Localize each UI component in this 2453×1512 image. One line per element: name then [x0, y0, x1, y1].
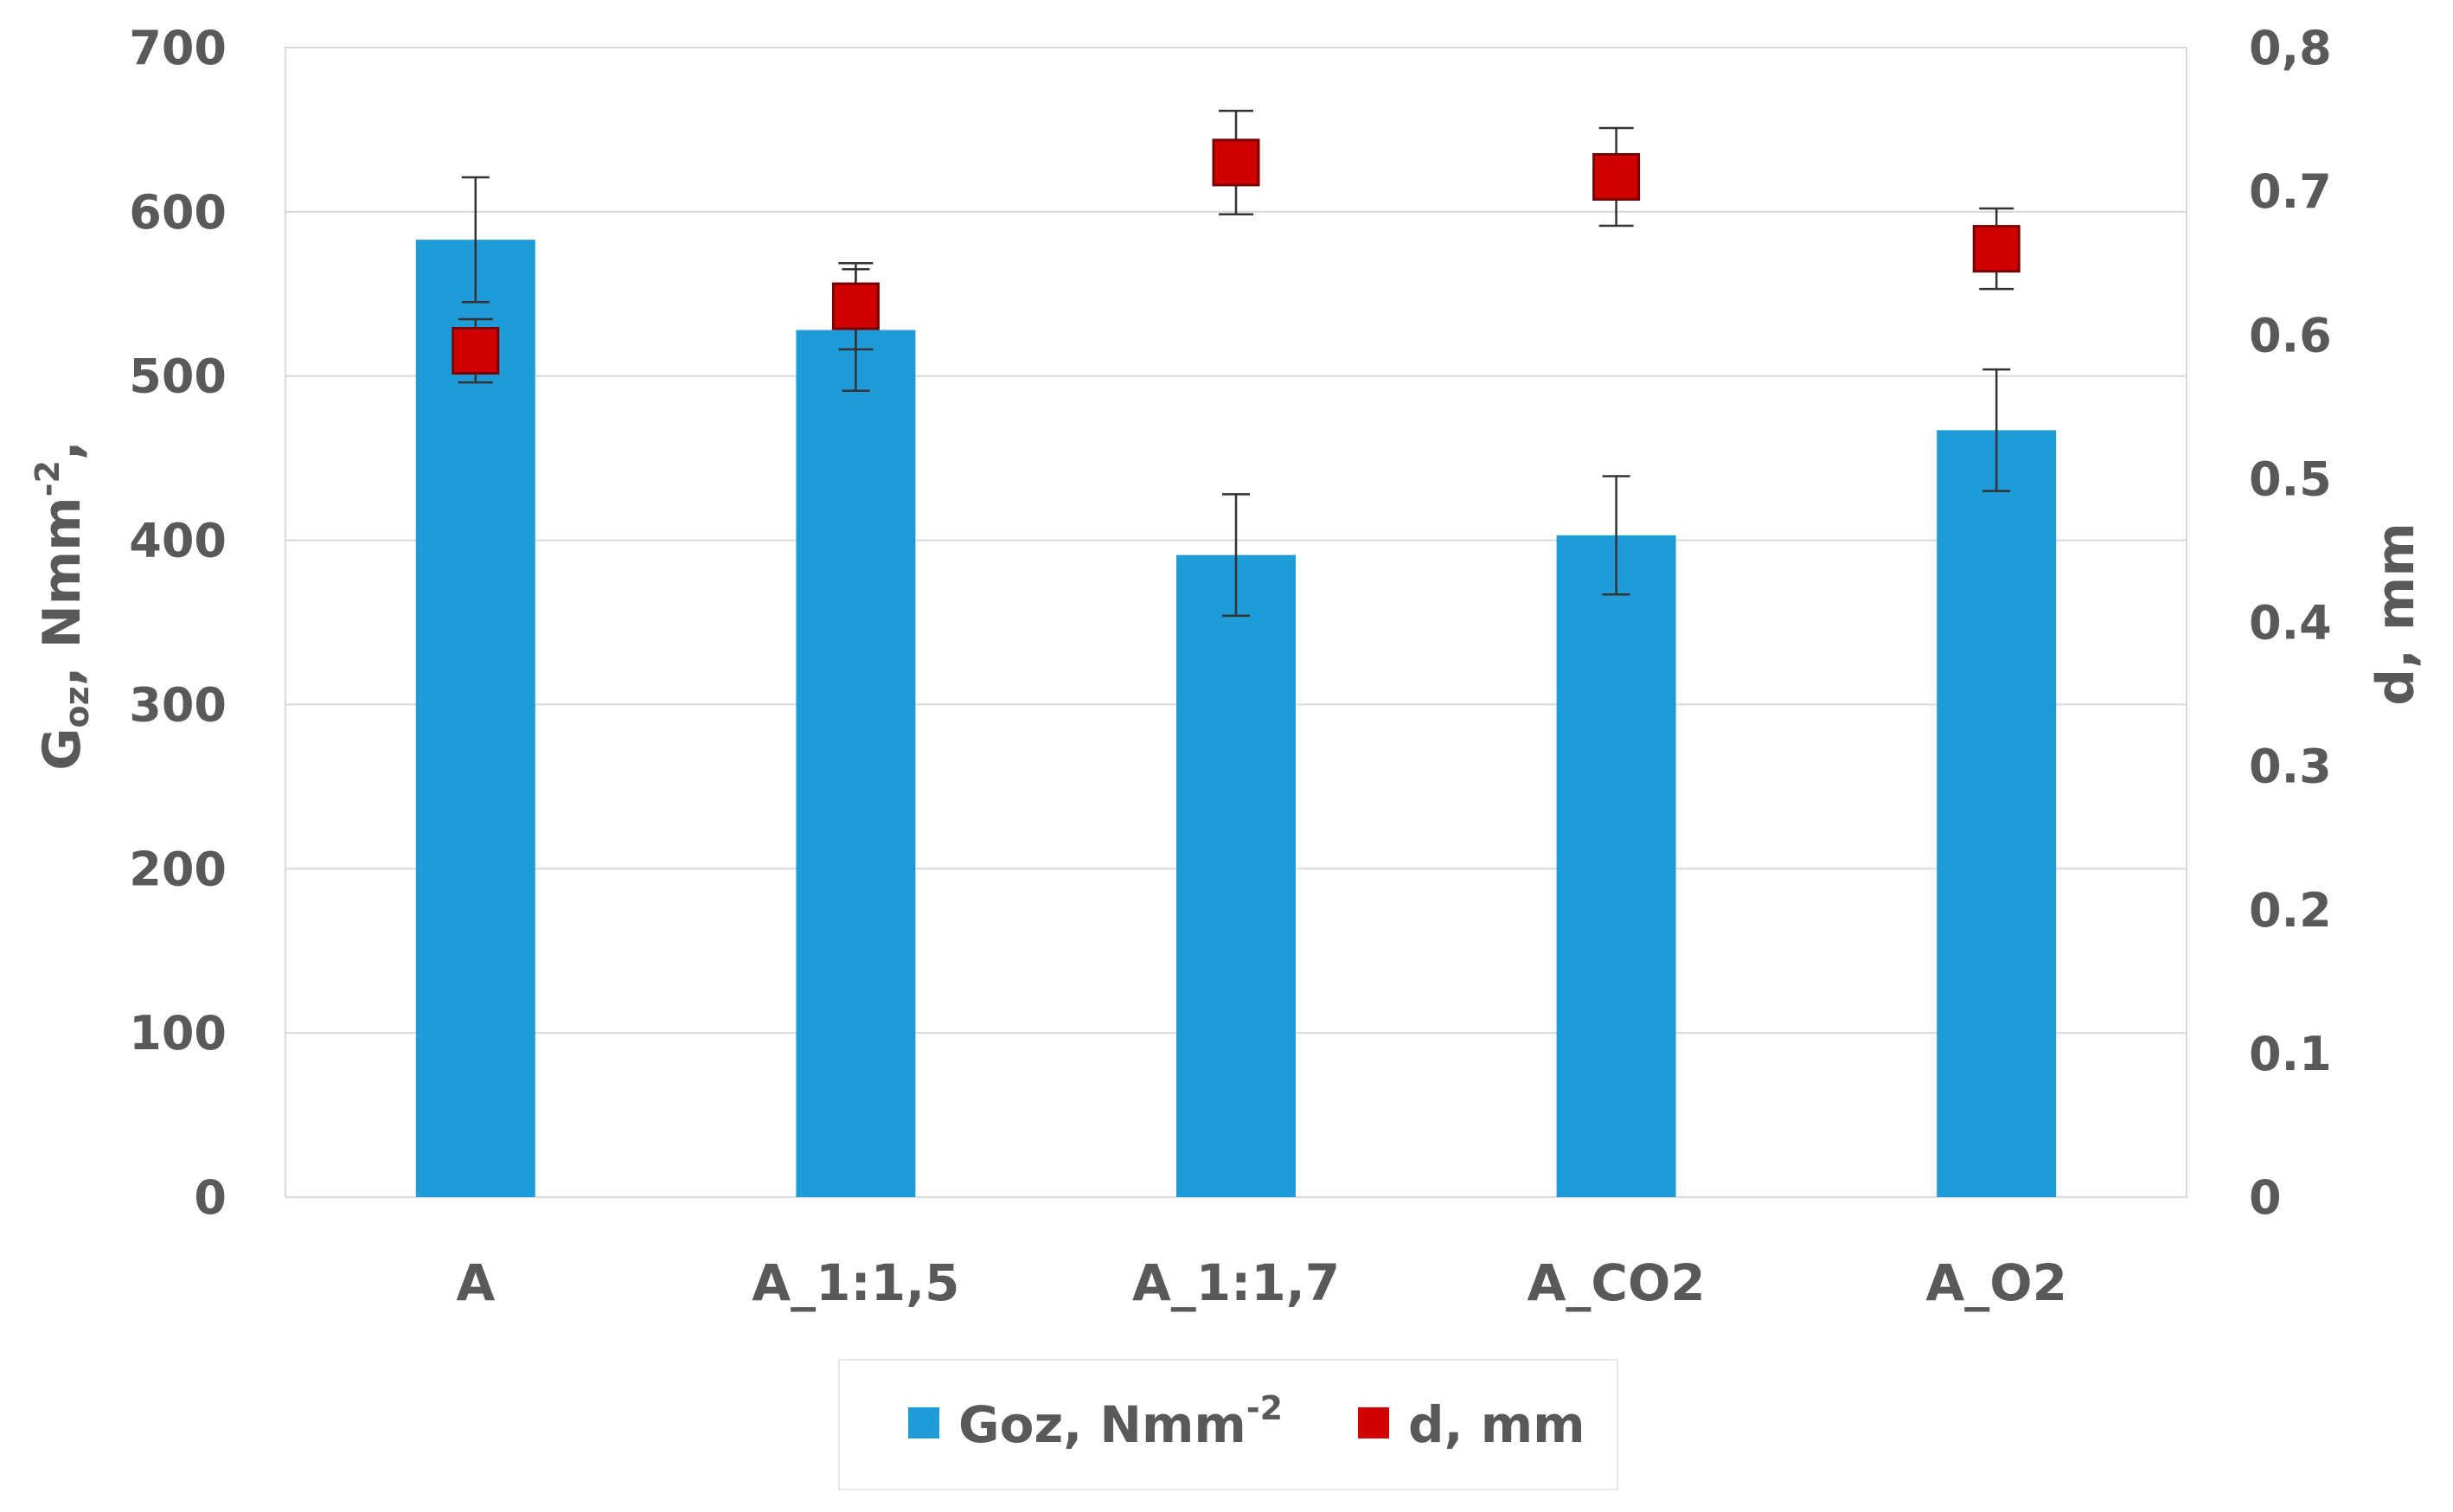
- bar-series: [415, 240, 2057, 1198]
- legend-label-d: d, mm: [1408, 1395, 1585, 1454]
- category-labels: A A_1:1,5 A_1:1,7 A_CO2 A_O2: [456, 1253, 2067, 1312]
- left-tick-label: 400: [129, 514, 227, 568]
- category-label: A_O2: [1925, 1253, 2067, 1312]
- left-tick-label: 100: [129, 1006, 227, 1060]
- left-axis-title: Goz, Nmm-2,: [29, 440, 96, 770]
- left-tick-label: 700: [129, 21, 227, 75]
- left-tick-label: 0: [194, 1170, 227, 1225]
- right-tick-label: 0.3: [2249, 740, 2332, 794]
- right-axis-title: d, mm: [2366, 522, 2426, 706]
- left-tick-label: 600: [129, 185, 227, 240]
- right-tick-label: 0.6: [2249, 308, 2332, 362]
- right-tick-label: 0.5: [2249, 452, 2332, 506]
- right-tick-label: 0.4: [2249, 596, 2332, 650]
- legend-swatch-d: [1358, 1407, 1389, 1438]
- right-tick-label: 0: [2249, 1170, 2282, 1225]
- category-label: A: [456, 1253, 495, 1312]
- bar: [1556, 535, 1676, 1197]
- category-label: A_1:1,5: [752, 1253, 959, 1312]
- right-tick-label: 0,8: [2249, 21, 2332, 75]
- legend-swatch-goz: [908, 1407, 939, 1438]
- bar: [415, 240, 535, 1198]
- bar: [796, 330, 916, 1197]
- bar: [1937, 430, 2057, 1197]
- legend-label-goz: Goz, Nmm-2: [958, 1389, 1283, 1454]
- legend-box: [838, 1359, 1618, 1490]
- right-axis-ticks: 0 0.1 0.2 0.3 0.4 0.5 0.6 0.7 0,8: [2249, 21, 2332, 1225]
- right-tick-label: 0.7: [2249, 164, 2332, 219]
- right-tick-label: 0.1: [2249, 1027, 2332, 1081]
- bar: [1176, 554, 1296, 1197]
- right-tick-label: 0.2: [2249, 883, 2332, 938]
- data-point: [1592, 153, 1641, 202]
- left-tick-label: 200: [129, 842, 227, 896]
- category-label: A_CO2: [1528, 1253, 1706, 1312]
- point-series: [452, 138, 2021, 375]
- data-point: [452, 327, 500, 375]
- left-axis-ticks: 0 100 200 300 400 500 600 700: [129, 21, 227, 1225]
- left-tick-label: 500: [129, 349, 227, 404]
- category-label: A_1:1,7: [1132, 1253, 1340, 1312]
- data-point: [1972, 225, 2021, 273]
- data-point: [1212, 138, 1260, 187]
- data-point: [831, 282, 880, 330]
- bar-error-bars: [461, 176, 2011, 618]
- left-tick-label: 300: [129, 677, 227, 732]
- legend: Goz, Nmm-2 d, mm: [838, 1359, 1618, 1490]
